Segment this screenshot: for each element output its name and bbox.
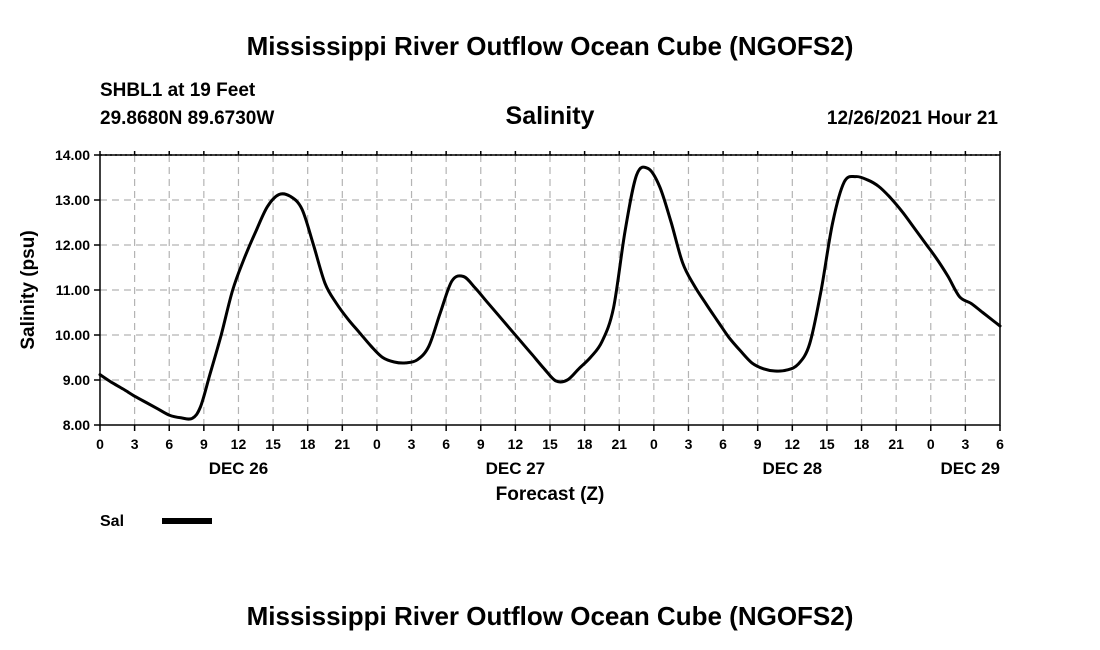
x-tick-label: 21 bbox=[335, 436, 351, 452]
day-label: DEC 26 bbox=[209, 459, 269, 478]
x-tick-label: 15 bbox=[819, 436, 835, 452]
y-tick-label: 13.00 bbox=[55, 192, 90, 208]
x-tick-label: 3 bbox=[961, 436, 969, 452]
day-label: DEC 27 bbox=[486, 459, 546, 478]
legend-label: Sal bbox=[100, 513, 124, 530]
day-labels: DEC 26 DEC 27 DEC 28 DEC 29 bbox=[209, 459, 1000, 478]
x-tick-label: 3 bbox=[685, 436, 693, 452]
x-tick-label: 18 bbox=[854, 436, 870, 452]
x-tick-label: 18 bbox=[577, 436, 593, 452]
x-tick-label: 6 bbox=[442, 436, 450, 452]
chart-subtitle: Salinity bbox=[506, 102, 595, 130]
chart-title: Mississippi River Outflow Ocean Cube (NG… bbox=[247, 31, 854, 61]
y-tick-label: 12.00 bbox=[55, 237, 90, 253]
y-tick-label: 14.00 bbox=[55, 147, 90, 163]
x-axis-ticks: 0 3 6 9 12 15 18 21 0 3 6 9 12 15 18 21 0 3 6 9 12 15 18 21 0 3 6 bbox=[96, 151, 1004, 452]
grid-lines bbox=[100, 155, 1000, 425]
y-axis-label: Salinity (psu) bbox=[18, 230, 39, 349]
timestamp-label: 12/26/2021 Hour 21 bbox=[827, 108, 999, 129]
station-label: SHBL1 at 19 Feet bbox=[100, 80, 256, 101]
x-tick-label: 6 bbox=[996, 436, 1004, 452]
x-tick-label: 9 bbox=[754, 436, 762, 452]
y-tick-label: 10.00 bbox=[55, 327, 90, 343]
x-tick-label: 6 bbox=[165, 436, 173, 452]
x-tick-label: 21 bbox=[611, 436, 627, 452]
x-tick-label: 9 bbox=[200, 436, 208, 452]
x-tick-label: 9 bbox=[477, 436, 485, 452]
y-axis-ticks: 8.00 9.00 10.00 11.00 12.00 13.00 14.00 bbox=[55, 147, 100, 433]
footer-title: Mississippi River Outflow Ocean Cube (NG… bbox=[247, 601, 854, 631]
x-tick-label: 3 bbox=[408, 436, 416, 452]
x-tick-label: 12 bbox=[231, 436, 247, 452]
y-tick-label: 11.00 bbox=[56, 282, 90, 298]
x-tick-label: 12 bbox=[785, 436, 801, 452]
x-axis-label: Forecast (Z) bbox=[496, 484, 605, 505]
x-tick-label: 6 bbox=[719, 436, 727, 452]
x-tick-label: 15 bbox=[542, 436, 558, 452]
coords-label: 29.8680N 89.6730W bbox=[100, 108, 274, 129]
day-label: DEC 28 bbox=[763, 459, 823, 478]
y-tick-label: 8.00 bbox=[63, 417, 90, 433]
salinity-line bbox=[98, 165, 1002, 421]
y-tick-label: 9.00 bbox=[63, 372, 90, 388]
x-tick-label: 3 bbox=[131, 436, 139, 452]
x-tick-label: 0 bbox=[927, 436, 935, 452]
x-tick-label: 12 bbox=[508, 436, 524, 452]
x-tick-label: 0 bbox=[373, 436, 381, 452]
x-tick-label: 21 bbox=[888, 436, 904, 452]
x-tick-label: 15 bbox=[265, 436, 281, 452]
x-tick-label: 18 bbox=[300, 436, 316, 452]
x-tick-label: 0 bbox=[96, 436, 104, 452]
day-label: DEC 29 bbox=[940, 459, 1000, 478]
x-tick-label: 0 bbox=[650, 436, 658, 452]
